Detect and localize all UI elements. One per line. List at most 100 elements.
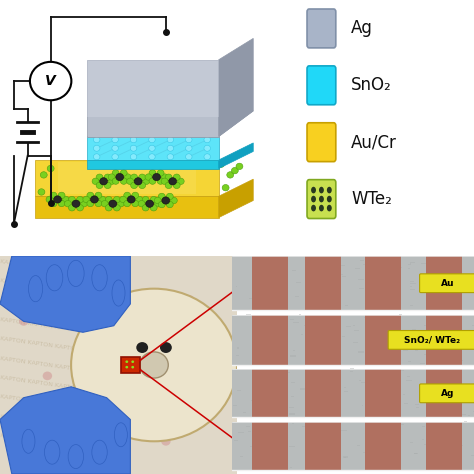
Polygon shape [88, 60, 219, 137]
Circle shape [311, 205, 316, 211]
Bar [295, 304, 299, 306]
Bar [301, 348, 306, 349]
Bar [421, 284, 423, 285]
Bar [394, 343, 397, 344]
Bar [264, 431, 268, 433]
Circle shape [96, 174, 103, 181]
Ellipse shape [114, 423, 128, 447]
Circle shape [327, 196, 332, 202]
Circle shape [62, 196, 69, 203]
Bar [333, 450, 339, 451]
Bar [296, 259, 302, 260]
Bar [355, 371, 357, 372]
Circle shape [327, 187, 332, 193]
Bar [255, 436, 257, 438]
Bar [305, 369, 341, 417]
Circle shape [149, 170, 156, 176]
Circle shape [113, 196, 120, 203]
Bar [371, 464, 374, 465]
Bar [324, 392, 329, 393]
Circle shape [64, 201, 72, 207]
Text: KAPTON KAPTON KAPTON KAPTON: KAPTON KAPTON KAPTON KAPTON [0, 298, 108, 318]
Bar [239, 432, 243, 433]
Bar [289, 444, 294, 445]
Circle shape [130, 154, 137, 160]
Bar [275, 323, 278, 324]
Bar [305, 422, 341, 470]
Circle shape [124, 201, 131, 207]
Bar [459, 371, 462, 372]
Bar [426, 422, 462, 470]
Bar [332, 369, 337, 370]
Circle shape [112, 137, 118, 143]
Bar [454, 308, 456, 309]
Bar [314, 325, 317, 326]
Bar [357, 325, 359, 326]
Circle shape [204, 145, 210, 151]
Text: KAPTON KAPTON KAPTON KAPTON: KAPTON KAPTON KAPTON KAPTON [0, 259, 108, 279]
Bar [448, 411, 453, 412]
Circle shape [218, 161, 225, 167]
Bar [437, 426, 438, 427]
Circle shape [112, 145, 118, 151]
Circle shape [327, 205, 332, 211]
Circle shape [311, 187, 316, 193]
Bar [445, 342, 451, 343]
Bar [462, 320, 464, 321]
Bar [365, 422, 401, 470]
Bar [377, 361, 380, 362]
Bar [365, 369, 401, 417]
Circle shape [185, 137, 192, 143]
Bar [305, 256, 341, 310]
Circle shape [143, 178, 150, 184]
Circle shape [104, 182, 111, 189]
Circle shape [162, 197, 170, 204]
Bar [389, 404, 392, 405]
Text: V: V [46, 74, 56, 88]
Bar [232, 369, 474, 417]
Circle shape [109, 200, 117, 207]
Bar [351, 457, 354, 458]
Bar [241, 330, 246, 331]
Bar [366, 280, 370, 281]
Bar [301, 259, 306, 260]
Bar [357, 395, 359, 396]
Bar [293, 329, 298, 330]
Circle shape [120, 196, 127, 203]
Text: SnO₂/ WTe₂: SnO₂/ WTe₂ [404, 336, 460, 345]
Bar [324, 270, 329, 271]
FancyBboxPatch shape [307, 9, 336, 48]
Circle shape [185, 295, 194, 304]
Circle shape [149, 178, 156, 184]
Circle shape [167, 137, 173, 143]
Circle shape [177, 178, 184, 184]
Bar [376, 452, 379, 453]
Circle shape [158, 193, 165, 200]
Circle shape [105, 205, 112, 211]
Bar [465, 353, 466, 354]
Bar [252, 453, 254, 454]
Bar [409, 401, 412, 402]
Circle shape [157, 178, 164, 184]
Bar [247, 314, 250, 315]
Ellipse shape [68, 260, 84, 286]
Circle shape [105, 196, 112, 203]
Bar [293, 324, 296, 325]
Bar [236, 306, 238, 307]
Bar [381, 258, 384, 260]
FancyBboxPatch shape [121, 357, 140, 373]
Circle shape [93, 145, 100, 151]
Bar [430, 273, 435, 274]
Bar [469, 394, 474, 396]
Circle shape [236, 163, 243, 170]
Circle shape [112, 154, 118, 160]
Circle shape [31, 426, 40, 435]
Circle shape [120, 170, 127, 176]
Bar [386, 269, 391, 270]
Bar [351, 447, 355, 448]
Bar [240, 256, 245, 257]
Bar [349, 370, 352, 371]
Bar [365, 413, 369, 415]
Bar [240, 343, 246, 344]
Bar [232, 422, 474, 470]
